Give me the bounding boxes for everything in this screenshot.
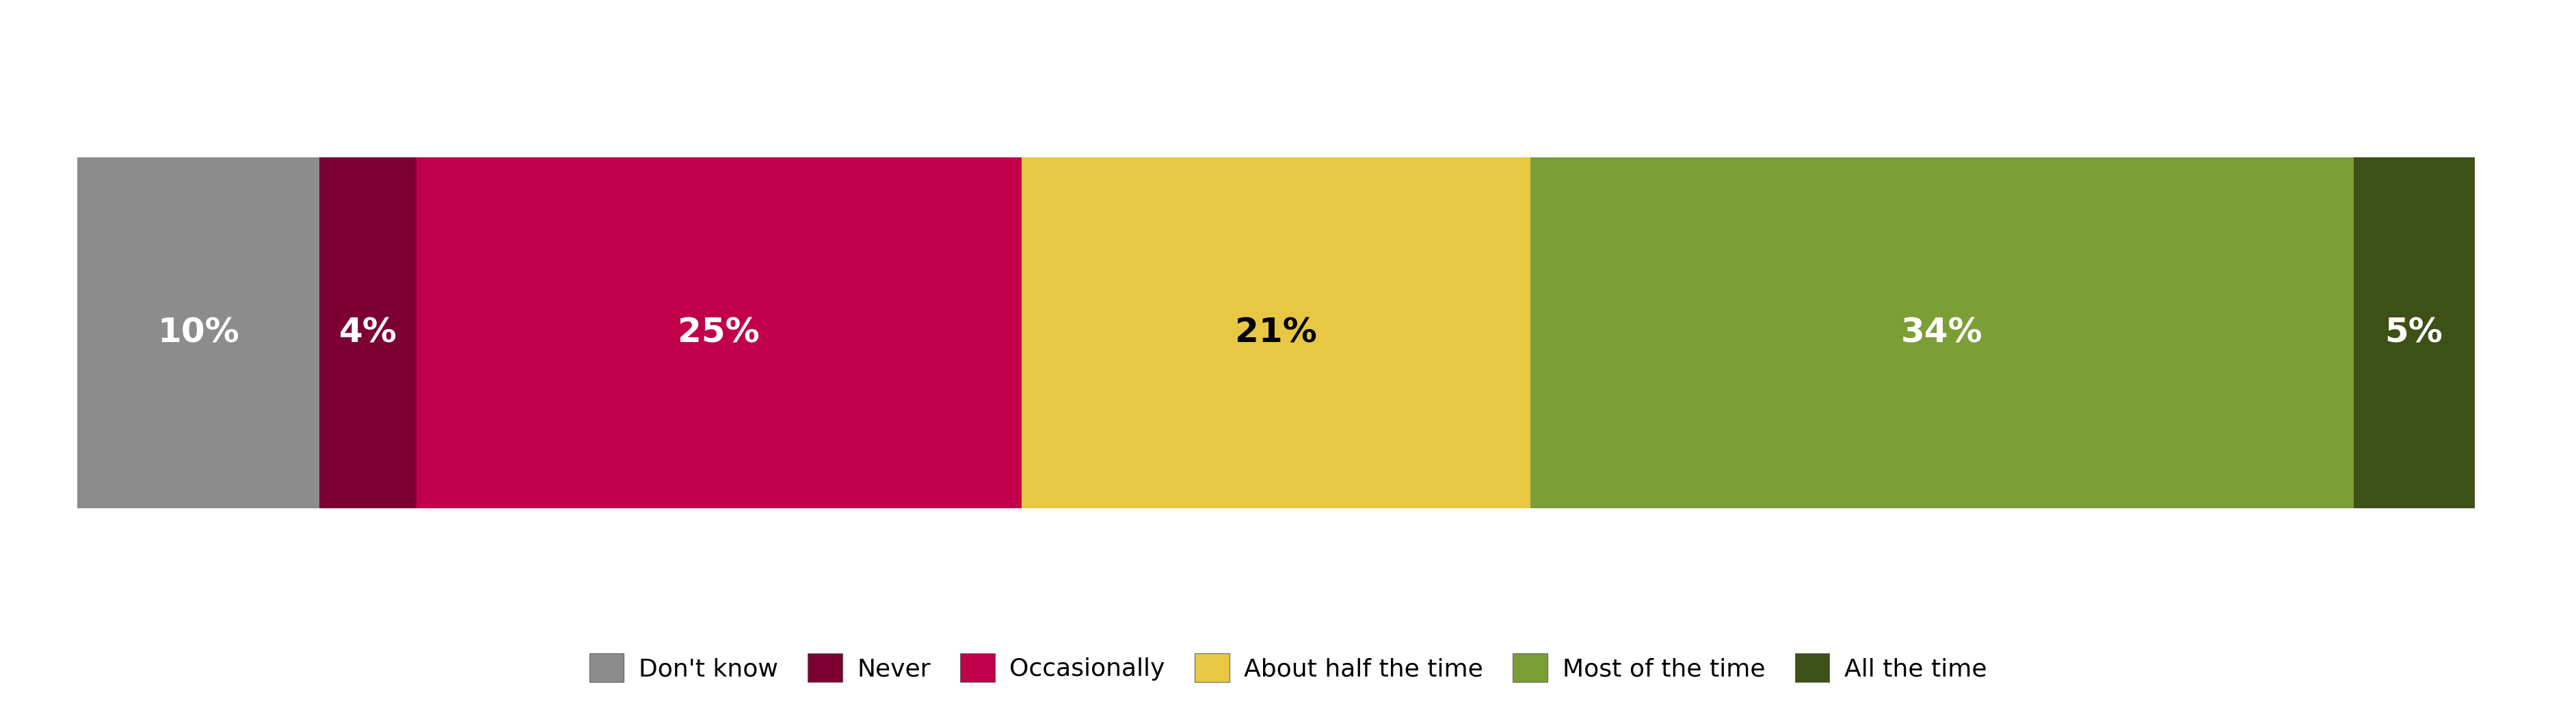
Text: 21%: 21% bbox=[1234, 316, 1316, 349]
Bar bbox=[77, 157, 319, 508]
Text: 5%: 5% bbox=[2385, 316, 2442, 349]
Bar bbox=[319, 157, 417, 508]
Text: 4%: 4% bbox=[340, 316, 397, 349]
Bar bbox=[417, 157, 1023, 508]
Bar bbox=[1023, 157, 1530, 508]
Text: 25%: 25% bbox=[677, 316, 760, 349]
Legend: Don't know, Never, Occasionally, About half the time, Most of the time, All the : Don't know, Never, Occasionally, About h… bbox=[580, 644, 1996, 692]
Bar bbox=[1530, 157, 2354, 508]
Bar bbox=[2354, 157, 2476, 508]
Text: 10%: 10% bbox=[157, 316, 240, 349]
Text: 34%: 34% bbox=[1901, 316, 1984, 349]
